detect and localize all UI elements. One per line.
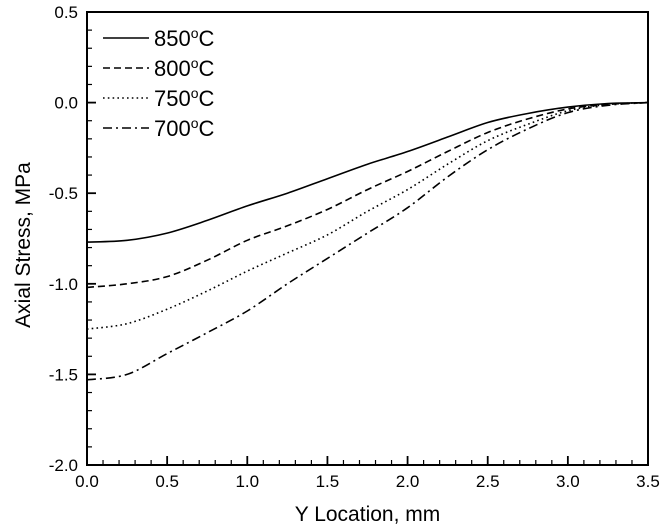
legend-entry-700C: 700oC: [103, 115, 215, 141]
legend: 850oC 800oC 750oC 700oC: [103, 25, 215, 141]
y-axis-title: Axial Stress, MPa: [12, 162, 35, 328]
axis-ticks: [86, 11, 649, 466]
y-tick-label: 0.0: [54, 94, 78, 113]
legend-label-700C: 700oC: [154, 115, 215, 141]
legend-label-850C: 850oC: [154, 25, 215, 51]
plot-border: [86, 11, 649, 466]
y-tick-label: -1.5: [49, 365, 78, 384]
series-line-800C: [86, 101, 649, 289]
x-tick-label: 2.5: [476, 472, 500, 491]
x-tick-label: 2.0: [396, 472, 420, 491]
legend-entry-850C: 850oC: [103, 25, 215, 51]
x-tick-label: 0.0: [75, 472, 99, 491]
y-tick-label: -2.0: [49, 456, 78, 475]
legend-label-800C: 800oC: [154, 55, 215, 81]
x-axis-title: Y Location, mm: [295, 503, 441, 526]
y-tick-label: -0.5: [49, 184, 78, 203]
x-tick-label: 3.5: [636, 472, 660, 491]
legend-entry-750C: 750oC: [103, 85, 215, 111]
y-tick-label: -1.0: [49, 275, 78, 294]
x-tick-label: 3.0: [556, 472, 580, 491]
x-tick-label: 1.5: [316, 472, 340, 491]
series-line-850C: [86, 101, 649, 243]
series-line-750C: [86, 101, 649, 330]
series-line-700C: [86, 101, 649, 381]
y-tick-label: 0.5: [54, 3, 78, 22]
x-tick-label: 1.0: [235, 472, 259, 491]
x-tick-label: 0.5: [155, 472, 179, 491]
legend-label-750C: 750oC: [154, 85, 215, 111]
legend-entry-800C: 800oC: [103, 55, 215, 81]
